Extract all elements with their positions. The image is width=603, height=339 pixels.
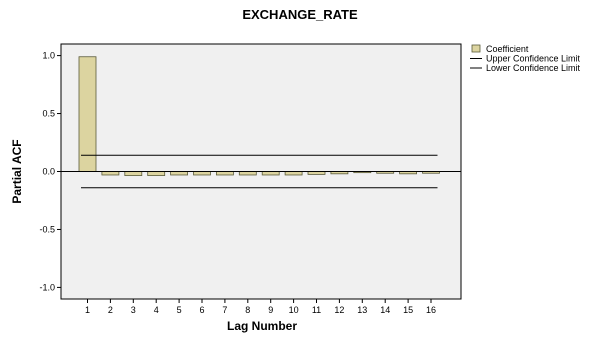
- y-tick-label: -1.0: [39, 282, 55, 292]
- x-tick-label: 12: [334, 305, 344, 315]
- legend-entry-label: Upper Confidence Limit: [486, 54, 581, 64]
- x-axis-label: Lag Number: [227, 319, 297, 333]
- bar-lag-7: [215, 171, 234, 176]
- x-tick-label: 16: [426, 305, 436, 315]
- x-tick-label: 14: [380, 305, 390, 315]
- x-tick-label: 3: [131, 305, 136, 315]
- y-tick-label: -0.5: [39, 224, 55, 234]
- bar-lag-10: [284, 171, 303, 176]
- x-tick-label: 1: [85, 305, 90, 315]
- y-axis: -1.0 -0.5 0.0 0.5 1.0: [39, 51, 61, 292]
- x-tick-label: 9: [268, 305, 273, 315]
- y-tick-label: 0.5: [42, 109, 55, 119]
- legend-entry-label: Lower Confidence Limit: [486, 63, 581, 73]
- y-axis-label: Partial ACF: [10, 139, 24, 203]
- bars-group: [78, 56, 440, 176]
- x-tick-label: 7: [222, 305, 227, 315]
- bar-lag-6: [193, 171, 211, 176]
- lines-group: [61, 154, 461, 189]
- x-tick-label: 8: [245, 305, 250, 315]
- x-tick-label: 11: [312, 305, 321, 315]
- bar-lag-4: [147, 171, 166, 176]
- bar-lag-1: [78, 56, 97, 172]
- bar-lag-2: [101, 171, 120, 176]
- x-tick-label: 4: [154, 305, 159, 315]
- x-tick-label: 13: [357, 305, 367, 315]
- legend-entry-label: Coefficient: [486, 44, 529, 54]
- x-tick-label: 15: [403, 305, 413, 315]
- chart-title: EXCHANGE_RATE: [242, 7, 358, 22]
- bar-lag-9: [261, 171, 280, 176]
- x-axis: 1 2 3 4 5 6 7 8 9 10 11 12 13 14 15 16: [85, 299, 436, 315]
- y-tick-label: 0.0: [42, 167, 55, 177]
- bar-lag-3: [124, 171, 143, 176]
- x-tick-label: 10: [289, 305, 299, 315]
- x-tick-label: 6: [199, 305, 204, 315]
- legend-swatch-coefficient: [471, 44, 481, 53]
- x-tick-label: 2: [108, 305, 113, 315]
- bar-lag-5: [170, 171, 189, 176]
- bar-lag-8: [238, 171, 257, 176]
- x-tick-label: 5: [177, 305, 182, 315]
- y-tick-label: 1.0: [42, 51, 55, 61]
